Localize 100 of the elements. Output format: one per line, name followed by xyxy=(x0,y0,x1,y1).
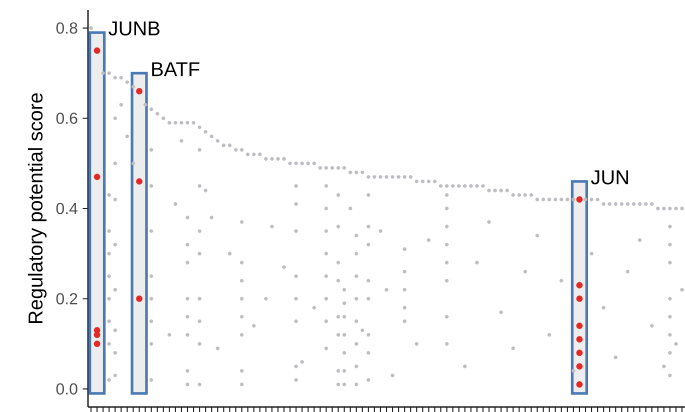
point xyxy=(576,282,583,288)
point xyxy=(107,342,111,346)
point xyxy=(354,382,358,386)
point xyxy=(402,270,406,274)
point xyxy=(149,319,154,324)
point xyxy=(94,340,100,348)
point xyxy=(198,184,202,188)
point xyxy=(186,260,190,265)
point xyxy=(300,360,304,364)
point xyxy=(354,342,358,346)
point xyxy=(366,332,370,337)
point xyxy=(198,382,202,386)
point xyxy=(186,332,190,337)
point xyxy=(626,270,630,274)
point xyxy=(602,306,606,310)
point xyxy=(294,202,298,206)
point xyxy=(668,242,672,246)
point xyxy=(668,260,672,265)
point xyxy=(113,350,118,355)
point xyxy=(354,274,358,278)
point xyxy=(136,88,142,94)
point xyxy=(180,138,184,143)
point xyxy=(174,202,178,206)
y-tick-label: 0.2 xyxy=(56,293,78,304)
point xyxy=(576,322,583,329)
point xyxy=(240,382,244,386)
point xyxy=(390,374,394,378)
point xyxy=(186,369,190,373)
point xyxy=(294,296,298,301)
point xyxy=(149,148,154,152)
point xyxy=(252,324,256,328)
point xyxy=(576,350,583,356)
point xyxy=(426,238,431,242)
point xyxy=(107,296,111,301)
point xyxy=(336,332,340,337)
point xyxy=(336,278,340,283)
point xyxy=(668,296,672,301)
point xyxy=(402,319,406,324)
point xyxy=(668,332,672,337)
point xyxy=(294,378,298,382)
point xyxy=(572,369,576,373)
point xyxy=(107,193,111,197)
point xyxy=(186,242,190,246)
point xyxy=(216,346,220,350)
point xyxy=(113,288,118,292)
point xyxy=(149,296,154,301)
point xyxy=(294,229,298,233)
y-tick-label: 0.0 xyxy=(56,383,78,395)
point xyxy=(360,328,364,332)
point xyxy=(107,274,111,278)
point xyxy=(113,116,118,120)
point xyxy=(560,278,564,283)
point xyxy=(294,184,298,188)
point xyxy=(444,314,449,319)
point xyxy=(366,378,370,382)
point xyxy=(240,369,244,373)
point xyxy=(342,314,346,319)
point xyxy=(576,296,583,302)
point xyxy=(210,216,214,220)
point xyxy=(402,288,406,292)
point xyxy=(240,220,244,224)
point xyxy=(94,174,100,180)
point xyxy=(366,278,370,283)
point xyxy=(113,242,118,246)
point xyxy=(198,229,202,233)
point xyxy=(107,252,111,256)
point xyxy=(511,346,516,350)
point xyxy=(354,252,358,256)
point xyxy=(186,314,190,319)
point xyxy=(342,350,346,355)
point xyxy=(576,196,583,203)
point xyxy=(342,301,346,306)
point xyxy=(668,314,672,319)
point xyxy=(294,319,298,324)
point xyxy=(336,193,340,197)
point xyxy=(324,229,328,233)
point xyxy=(444,206,449,210)
point xyxy=(312,306,316,310)
point xyxy=(113,162,118,166)
point xyxy=(294,364,298,368)
point xyxy=(282,265,286,270)
point xyxy=(94,332,100,338)
point xyxy=(270,224,274,228)
point xyxy=(107,378,111,382)
point xyxy=(186,296,190,301)
point xyxy=(384,288,388,292)
point xyxy=(324,296,328,301)
y-tick-label: 0.8 xyxy=(56,22,78,34)
point xyxy=(366,350,370,355)
point xyxy=(668,224,672,228)
point xyxy=(650,324,654,328)
point xyxy=(125,134,130,138)
point xyxy=(487,220,491,224)
y-tick-label: 0.4 xyxy=(56,202,78,214)
point xyxy=(444,342,449,346)
annotation: BATF xyxy=(152,62,200,76)
point xyxy=(240,332,244,337)
point xyxy=(149,184,154,188)
point xyxy=(113,374,118,378)
point xyxy=(186,216,190,220)
